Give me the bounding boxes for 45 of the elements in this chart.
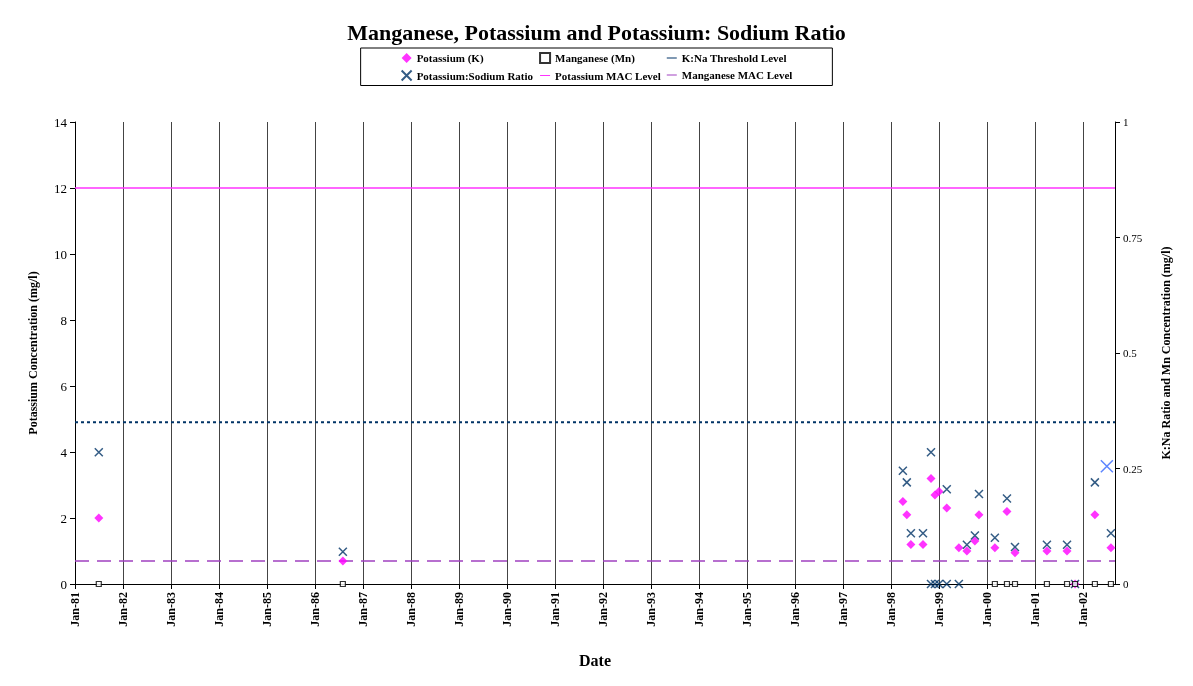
x-tick-label: Jan-99 bbox=[932, 592, 947, 627]
x-tick-label: Jan-83 bbox=[163, 592, 178, 627]
legend-label: Potassium (K) bbox=[416, 52, 484, 65]
y2-tick-label: 0.25 bbox=[1123, 462, 1143, 475]
legend-label: Potassium MAC Level bbox=[555, 69, 661, 82]
y2-tick-label: 0.75 bbox=[1123, 231, 1143, 244]
x-tick-label: Jan-95 bbox=[740, 592, 754, 627]
y-tick-label: 8 bbox=[60, 312, 67, 328]
y-tick-label: 6 bbox=[60, 378, 68, 394]
x-tick-label: Jan-86 bbox=[307, 592, 322, 627]
y-tick-label: 2 bbox=[60, 510, 67, 526]
x-axis-title: Date bbox=[579, 651, 611, 669]
x-tick-label: Jan-02 bbox=[1076, 592, 1091, 627]
x-tick-label: Jan-82 bbox=[115, 592, 130, 627]
x-tick-label: Jan-92 bbox=[595, 592, 610, 627]
y-tick-label: 10 bbox=[54, 246, 67, 262]
x-tick-label: Jan-97 bbox=[836, 592, 851, 627]
y-axis-title: Potassium Concentration (mg/l) bbox=[26, 271, 40, 435]
legend-label: K:Na Threshold Level bbox=[681, 52, 787, 64]
legend-label: Potassium:Sodium Ratio bbox=[416, 69, 534, 82]
x-tick-label: Jan-98 bbox=[884, 592, 899, 627]
y2-tick-label: 1 bbox=[1123, 116, 1129, 128]
x-tick-label: Jan-96 bbox=[787, 592, 802, 627]
chart-title: Manganese, Potassium and Potassium: Sodium Ratio bbox=[347, 19, 846, 45]
x-tick-label: Jan-01 bbox=[1028, 592, 1043, 627]
x-tick-label: Jan-81 bbox=[68, 592, 82, 627]
y-tick-label: 12 bbox=[54, 180, 67, 196]
y-tick-label: 4 bbox=[60, 444, 68, 460]
x-tick-label: Jan-89 bbox=[452, 592, 467, 627]
y-tick-label: 0 bbox=[60, 576, 67, 592]
x-tick-label: Jan-87 bbox=[355, 592, 370, 627]
x-tick-label: Jan-84 bbox=[211, 592, 226, 627]
x-tick-label: Jan-93 bbox=[644, 592, 659, 627]
x-tick-label: Jan-94 bbox=[692, 592, 707, 627]
y2-axis-title: K:Na Ratio and Mn Concentration (mg/l) bbox=[1159, 246, 1173, 460]
x-tick-label: Jan-00 bbox=[979, 592, 994, 627]
y2-tick-label: 0 bbox=[1123, 578, 1129, 590]
x-tick-label: Jan-85 bbox=[260, 592, 275, 627]
y-tick-label: 14 bbox=[54, 114, 68, 130]
x-tick-label: Jan-90 bbox=[500, 592, 515, 627]
y2-tick-label: 0.5 bbox=[1123, 347, 1138, 359]
x-tick-label: Jan-88 bbox=[403, 592, 418, 627]
legend-label: Manganese MAC Level bbox=[681, 69, 793, 81]
x-tick-label: Jan-91 bbox=[547, 592, 562, 627]
legend-label: Manganese (Mn) bbox=[555, 52, 636, 65]
